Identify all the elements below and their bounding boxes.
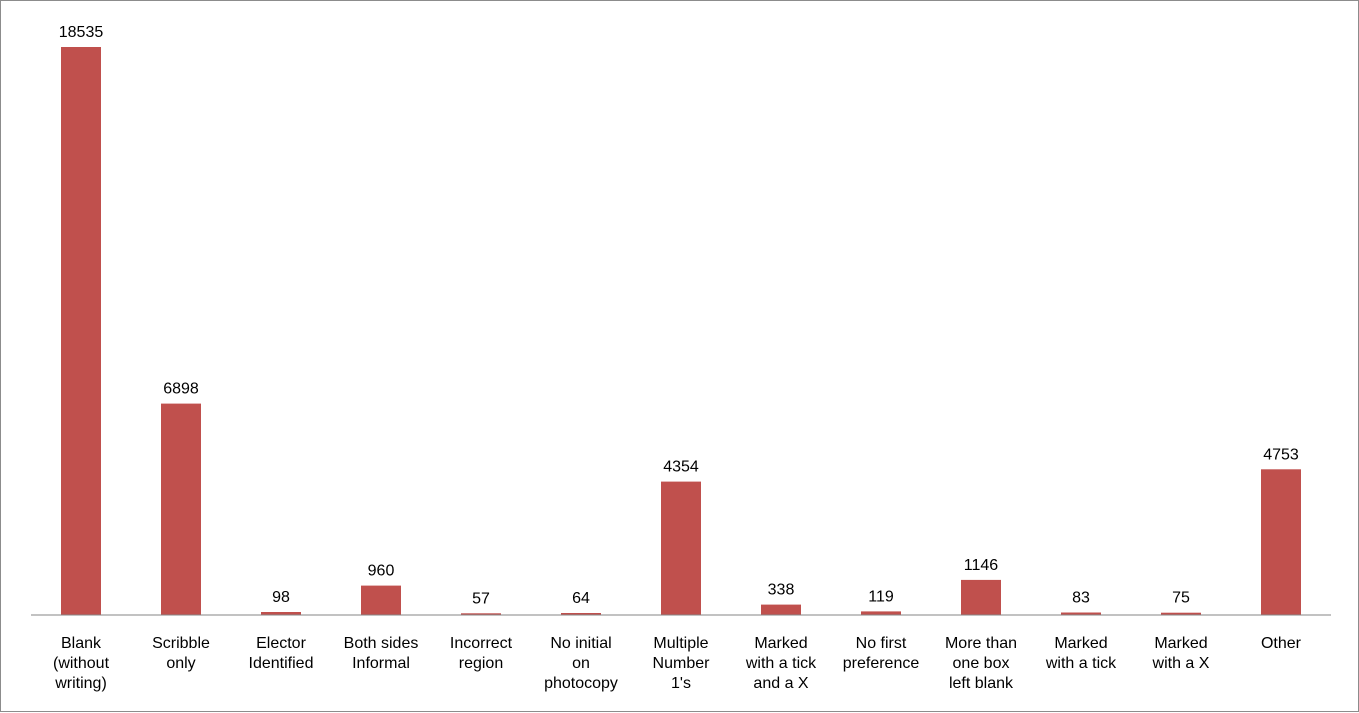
data-label-1: 6898 bbox=[163, 381, 199, 398]
category-label-line: only bbox=[166, 655, 195, 672]
category-label-line: and a X bbox=[753, 675, 808, 692]
bar-8 bbox=[861, 611, 901, 615]
data-labels-layer: 18535 6898 98 960 57 64 4354 338 119 1146 83 75 4753 bbox=[59, 24, 1299, 607]
category-label-line: 1's bbox=[671, 675, 691, 692]
category-label-11: Marked with a X bbox=[1152, 635, 1210, 672]
category-label-6: Multiple Number 1's bbox=[653, 635, 711, 692]
category-label-3: Both sides Informal bbox=[344, 635, 419, 672]
category-label-line: Other bbox=[1261, 635, 1302, 652]
category-label-line: Elector bbox=[256, 635, 306, 652]
category-label-line: Scribble bbox=[152, 635, 210, 652]
bar-12 bbox=[1261, 469, 1301, 615]
category-label-line: Both sides bbox=[344, 635, 419, 652]
category-label-line: Identified bbox=[249, 655, 314, 672]
bar-6 bbox=[661, 481, 701, 615]
bars-layer bbox=[61, 47, 1301, 615]
category-label-2: Elector Identified bbox=[249, 635, 314, 672]
category-label-line: No initial bbox=[550, 635, 611, 652]
data-label-2: 98 bbox=[272, 589, 290, 606]
category-label-line: with a tick bbox=[745, 655, 817, 672]
bar-10 bbox=[1061, 612, 1101, 615]
category-label-line: More than bbox=[945, 635, 1017, 652]
category-label-line: preference bbox=[843, 655, 920, 672]
bar-4 bbox=[461, 613, 501, 615]
data-label-5: 64 bbox=[572, 590, 590, 607]
category-label-9: More than one box left blank bbox=[945, 635, 1017, 692]
category-label-line: Marked bbox=[1054, 635, 1107, 652]
category-label-4: Incorrect region bbox=[450, 635, 513, 672]
category-label-line: Number bbox=[653, 655, 711, 672]
bar-2 bbox=[261, 612, 301, 615]
category-label-line: Multiple bbox=[653, 635, 708, 652]
category-label-7: Marked with a tick and a X bbox=[745, 635, 817, 692]
category-label-line: on bbox=[572, 655, 590, 672]
data-label-9: 1146 bbox=[964, 557, 999, 574]
category-label-line: Incorrect bbox=[450, 635, 513, 652]
category-label-line: Marked bbox=[1154, 635, 1207, 652]
category-label-line: writing) bbox=[54, 675, 107, 692]
category-label-line: left blank bbox=[949, 675, 1014, 692]
category-label-10: Marked with a tick bbox=[1045, 635, 1117, 672]
bar-7 bbox=[761, 604, 801, 615]
category-label-0: Blank (without writing) bbox=[53, 635, 110, 692]
data-label-6: 4354 bbox=[663, 459, 699, 476]
data-label-7: 338 bbox=[768, 582, 795, 599]
category-label-line: No first bbox=[856, 635, 907, 652]
data-label-0: 18535 bbox=[59, 24, 104, 41]
bar-9 bbox=[961, 579, 1001, 615]
category-label-5: No initial on photocopy bbox=[544, 635, 618, 692]
category-label-12: Other bbox=[1261, 635, 1302, 652]
category-label-line: Marked bbox=[754, 635, 807, 652]
category-label-line: (without bbox=[53, 655, 110, 672]
category-labels-layer: Blank (without writing) Scribble only Elector… bbox=[53, 635, 1302, 692]
category-label-line: with a X bbox=[1152, 655, 1210, 672]
category-label-1: Scribble only bbox=[152, 635, 210, 672]
bar-11 bbox=[1161, 612, 1201, 615]
data-label-3: 960 bbox=[368, 563, 395, 580]
bar-0 bbox=[61, 47, 101, 615]
data-label-11: 75 bbox=[1172, 590, 1190, 607]
category-label-line: one box bbox=[953, 655, 1010, 672]
category-label-line: Informal bbox=[352, 655, 410, 672]
category-label-line: with a tick bbox=[1045, 655, 1117, 672]
category-label-line: region bbox=[459, 655, 503, 672]
data-label-4: 57 bbox=[472, 590, 490, 607]
data-label-12: 4753 bbox=[1263, 446, 1299, 463]
bar-1 bbox=[161, 403, 201, 615]
bar-3 bbox=[361, 585, 401, 615]
data-label-8: 119 bbox=[868, 588, 894, 605]
category-label-line: Blank bbox=[61, 635, 102, 652]
data-label-10: 83 bbox=[1072, 590, 1090, 607]
category-label-line: photocopy bbox=[544, 675, 618, 692]
category-label-8: No first preference bbox=[843, 635, 920, 672]
bar-5 bbox=[561, 613, 601, 615]
